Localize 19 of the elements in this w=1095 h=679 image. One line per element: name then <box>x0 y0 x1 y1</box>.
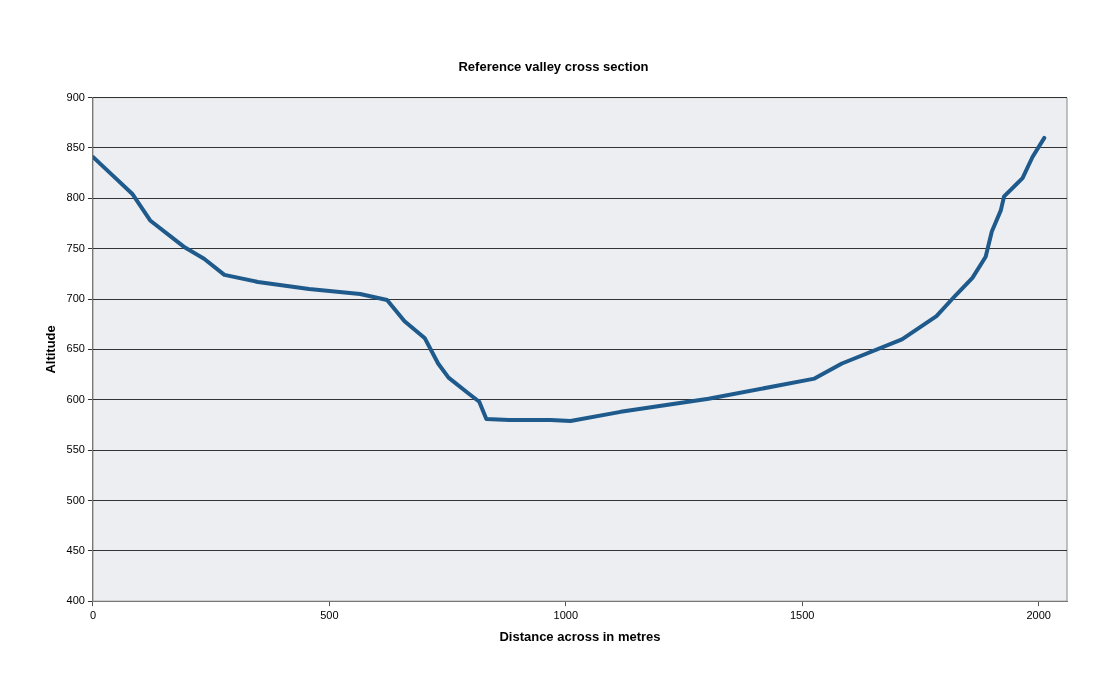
y-tick-label: 700 <box>66 292 85 305</box>
y-tick-label: 650 <box>66 342 85 355</box>
y-tick-label: 550 <box>66 443 85 456</box>
y-tick-label: 500 <box>66 493 85 506</box>
x-tick-label: 1500 <box>789 608 815 621</box>
y-tick-label: 750 <box>66 241 85 254</box>
x-axis-title: Distance across in metres <box>499 628 661 644</box>
y-tick-label: 850 <box>66 140 85 153</box>
chart-title: Reference valley cross section <box>458 59 649 75</box>
y-tick-label: 800 <box>66 191 85 204</box>
x-tick-label: 1000 <box>553 608 579 621</box>
y-tick-label: 450 <box>66 543 85 556</box>
x-tick-label: 500 <box>320 608 339 621</box>
y-axis-title: Altitude <box>43 325 59 374</box>
x-tick-label: 0 <box>89 608 97 621</box>
y-tick-label: 600 <box>66 392 85 405</box>
y-tick-label: 400 <box>66 594 85 607</box>
x-tick-label: 2000 <box>1026 608 1051 621</box>
y-tick-label: 900 <box>66 90 85 103</box>
